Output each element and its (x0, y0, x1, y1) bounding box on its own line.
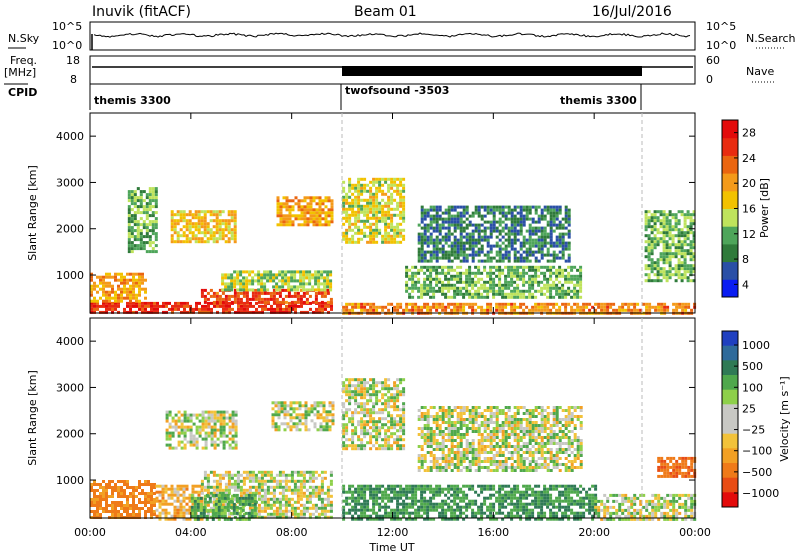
power-ytick-3000: 3000 (56, 176, 84, 189)
xtick-4: 16:00 (477, 526, 509, 539)
power-ytick-2000: 2000 (56, 223, 84, 236)
velocity-region-10 (594, 493, 697, 521)
power-region-10 (405, 265, 583, 299)
velocity-cbar-tick-1: 500 (742, 360, 763, 373)
xtick-5: 20:00 (578, 526, 610, 539)
xtick-6: 00:00 (679, 526, 711, 539)
power-panel: 1000 2000 3000 4000 Slant Range [km] (26, 112, 697, 315)
cpid-label: CPID (8, 86, 37, 99)
nsky-label: N.Sky (8, 32, 40, 45)
power-colorbar-label: Power [dB] (758, 178, 771, 238)
power-ytick-4000: 4000 (56, 130, 84, 143)
velocity-region-9 (417, 406, 583, 472)
velocity-ytick-3000: 3000 (56, 381, 84, 394)
velocity-cbar-tick-5: −100 (742, 445, 772, 458)
power-cbar-tick-20: 20 (742, 177, 756, 190)
power-cbar-tick-28: 28 (742, 127, 756, 140)
velocity-panel: 1000 2000 3000 4000 Slant Range [km] 00:00 0… (26, 113, 711, 554)
velocity-ytick-1000: 1000 (56, 474, 84, 487)
xtick-0: 00:00 (74, 526, 106, 539)
power-region-5 (127, 187, 158, 254)
nave-label: Nave (746, 65, 774, 78)
velocity-region-7 (342, 378, 406, 451)
freq-left-tick-top: 18 (66, 54, 80, 67)
velocity-region-1 (90, 480, 156, 519)
power-ylabel: Slant Range [km] (26, 165, 39, 261)
xaxis-label: Time UT (368, 541, 414, 554)
velocity-cbar-tick-2: 100 (742, 381, 763, 394)
cpid-segment-1: themis 3300 (94, 94, 171, 107)
power-colorbar: 4 8 12 16 20 24 28 Power [dB] (721, 119, 771, 298)
velocity-ylabel: Slant Range [km] (26, 370, 39, 466)
power-region-4 (90, 272, 147, 303)
power-region-11 (417, 205, 571, 263)
power-region-3 (221, 270, 333, 292)
velocity-region-11 (657, 456, 697, 478)
freq-left-tick-bottom: 8 (70, 73, 77, 86)
station-title: Inuvik (fitACF) (92, 4, 191, 20)
power-cbar-tick-24: 24 (742, 152, 756, 165)
power-cbar-tick-12: 12 (742, 228, 756, 241)
velocity-cbar-tick-3: 25 (742, 402, 756, 415)
power-region-6 (170, 210, 237, 244)
nsky-trace (93, 32, 691, 38)
freq-label-line2: [MHz] (4, 66, 36, 79)
freq-label-line1: Freq. (10, 54, 37, 67)
power-cbar-tick-16: 16 (742, 203, 756, 216)
freq-right-tick-top: 60 (706, 54, 720, 67)
date-title: 16/Jul/2016 (592, 4, 672, 20)
xtick-2: 08:00 (276, 526, 308, 539)
nave-band (342, 66, 642, 76)
nsky-left-tick-bottom: 10^0 (52, 39, 82, 52)
power-cbar-tick-4: 4 (742, 278, 749, 291)
xtick-1: 04:00 (175, 526, 207, 539)
velocity-ytick-4000: 4000 (56, 335, 84, 348)
velocity-colorbar-label: Velocity [m s⁻¹] (778, 376, 791, 461)
nsearch-label: N.Search (746, 32, 796, 45)
velocity-ytick-2000: 2000 (56, 428, 84, 441)
velocity-region-4 (190, 493, 257, 521)
cpid-segment-2: twofsound -3503 (345, 84, 449, 97)
power-region-8 (342, 177, 406, 244)
cpid-segment-3: themis 3300 (560, 94, 637, 107)
freq-panel: Freq. [MHz] 18 8 60 0 Nave (4, 54, 776, 86)
velocity-cbar-tick-0: 1000 (742, 339, 770, 352)
nsky-panel: N.Sky 10^5 10^0 10^5 10^0 N.Search (8, 20, 796, 52)
velocity-region-8 (342, 484, 598, 521)
power-region-12 (644, 210, 696, 283)
velocity-cbar-tick-7: −1000 (742, 487, 779, 500)
cpid-row: CPID themis 3300 twofsound -3503 themis … (4, 83, 642, 110)
power-region-2 (200, 288, 333, 304)
velocity-region-6 (271, 401, 335, 432)
velocity-cbar-tick-6: −500 (742, 466, 772, 479)
power-cbar-tick-8: 8 (742, 253, 749, 266)
xtick-3: 12:00 (377, 526, 409, 539)
velocity-colorbar: 1000 500 100 25 −25 −100 −500 −1000 Velocity [m… (721, 330, 791, 508)
nsky-right-tick-top: 10^5 (706, 20, 736, 33)
nsky-left-tick-top: 10^5 (52, 20, 82, 33)
nsky-right-tick-bottom: 10^0 (706, 39, 736, 52)
power-ytick-1000: 1000 (56, 269, 84, 282)
velocity-region-5 (165, 410, 238, 450)
beam-title: Beam 01 (354, 4, 417, 20)
velocity-cbar-tick-4: −25 (742, 424, 765, 437)
freq-right-tick-bottom: 0 (706, 73, 713, 86)
power-region-7 (276, 196, 334, 227)
